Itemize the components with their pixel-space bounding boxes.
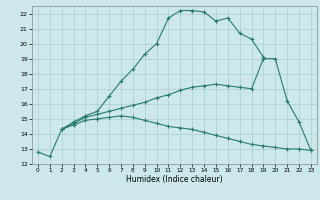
X-axis label: Humidex (Indice chaleur): Humidex (Indice chaleur) [126, 175, 223, 184]
